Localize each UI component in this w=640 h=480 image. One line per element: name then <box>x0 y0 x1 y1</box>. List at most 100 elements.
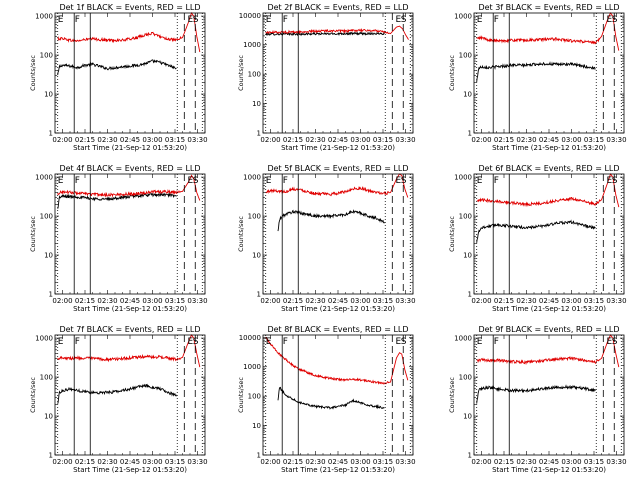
series-lld-line <box>57 174 201 201</box>
y-tick-label: 100 <box>459 213 472 221</box>
event-marker-label: E <box>188 337 194 347</box>
x-tick-label: 03:15 <box>373 297 393 305</box>
y-tick-label: 100 <box>40 374 53 382</box>
panel-title: Det 3f BLACK = Events, RED = LLD <box>478 3 619 12</box>
series-lld-line <box>57 11 201 53</box>
event-marker-label: S <box>193 15 199 25</box>
x-axis-label: Start Time (21-Sep-12 01:53:20) <box>492 466 606 474</box>
x-tick-label: 02:30 <box>516 297 536 305</box>
series-lld-line <box>265 173 409 198</box>
event-marker-label: E <box>477 15 483 25</box>
x-tick-label: 02:30 <box>97 297 117 305</box>
event-marker-label: S <box>401 176 407 186</box>
y-axis-label: Counts/sec <box>448 55 456 91</box>
y-tick-label: 1 <box>468 452 472 460</box>
x-tick-label: 02:00 <box>52 297 72 305</box>
x-tick-label: 02:30 <box>97 458 117 466</box>
series-events-line <box>57 383 177 404</box>
x-tick-label: 03:15 <box>584 297 604 305</box>
y-tick-label: 10 <box>44 413 53 421</box>
plot-frame <box>473 12 625 134</box>
y-tick-label: 10 <box>463 252 472 260</box>
event-marker-label: F <box>283 176 288 186</box>
event-marker-label: S <box>401 15 407 25</box>
plot-frame <box>54 12 206 134</box>
panel-title: Det 6f BLACK = Events, RED = LLD <box>478 164 619 173</box>
event-marker-label: F <box>283 15 288 25</box>
x-tick-label: 02:45 <box>539 297 559 305</box>
x-axis-label: Start Time (21-Sep-12 01:53:20) <box>73 466 187 474</box>
x-tick-label: 02:30 <box>305 297 325 305</box>
series-events-line <box>57 59 177 76</box>
event-marker-label: S <box>401 337 407 347</box>
y-axis-label: Counts/sec <box>237 55 245 91</box>
x-tick-label: 03:00 <box>350 297 370 305</box>
y-axis-label: Counts/sec <box>237 377 245 413</box>
y-tick-label: 10000 <box>239 334 261 342</box>
event-marker-label: E <box>188 15 194 25</box>
x-tick-label: 02:00 <box>260 136 280 144</box>
x-tick-label: 02:15 <box>283 297 303 305</box>
y-tick-label: 100 <box>40 213 53 221</box>
event-marker-label: F <box>494 15 499 25</box>
event-marker-label: E <box>58 337 64 347</box>
panel-title: Det 5f BLACK = Events, RED = LLD <box>267 164 408 173</box>
event-marker-label: E <box>396 176 402 186</box>
x-tick-label: 02:00 <box>471 297 491 305</box>
x-tick-label: 03:15 <box>165 297 185 305</box>
x-axis-label: Start Time (21-Sep-12 01:53:20) <box>281 144 395 152</box>
x-tick-label: 03:15 <box>584 458 604 466</box>
y-tick-label: 100 <box>248 213 261 221</box>
x-tick-label: 02:15 <box>494 458 514 466</box>
y-tick-label: 1 <box>49 130 53 138</box>
panel-title: Det 4f BLACK = Events, RED = LLD <box>59 164 200 173</box>
y-tick-label: 100 <box>459 374 472 382</box>
x-tick-label: 03:15 <box>373 136 393 144</box>
y-tick-label: 1000 <box>35 13 53 21</box>
event-marker-label: E <box>477 337 483 347</box>
series-events-line <box>57 192 177 209</box>
x-tick-label: 02:45 <box>328 136 348 144</box>
x-tick-label: 03:30 <box>395 297 415 305</box>
x-axis-label: Start Time (21-Sep-12 01:53:20) <box>281 466 395 474</box>
event-marker-label: E <box>188 176 194 186</box>
x-tick-label: 02:00 <box>52 458 72 466</box>
y-tick-label: 1000 <box>243 41 261 49</box>
event-marker-label: F <box>75 176 80 186</box>
y-tick-label: 1000 <box>454 335 472 343</box>
x-tick-label: 02:00 <box>260 297 280 305</box>
y-tick-label: 1000 <box>454 174 472 182</box>
event-marker-label: S <box>612 337 618 347</box>
x-tick-label: 03:00 <box>142 136 162 144</box>
x-tick-label: 02:45 <box>120 136 140 144</box>
x-tick-label: 02:15 <box>494 297 514 305</box>
x-axis-label: Start Time (21-Sep-12 01:53:20) <box>492 305 606 313</box>
series-lld-line <box>476 12 620 51</box>
event-marker-label: F <box>75 337 80 347</box>
event-marker-label: F <box>75 15 80 25</box>
event-marker-label: E <box>477 176 483 186</box>
x-tick-label: 03:30 <box>606 458 626 466</box>
y-tick-label: 1 <box>257 452 261 460</box>
y-axis-label: Counts/sec <box>29 55 37 91</box>
x-tick-label: 03:00 <box>561 458 581 466</box>
y-axis-label: Counts/sec <box>237 216 245 252</box>
event-marker-label: E <box>607 337 613 347</box>
series-events-line <box>476 219 596 243</box>
event-marker-label: E <box>266 337 272 347</box>
panel-title: Det 2f BLACK = Events, RED = LLD <box>267 3 408 12</box>
series-events-line <box>277 209 385 232</box>
y-tick-label: 1000 <box>35 335 53 343</box>
plot-frame <box>54 334 206 456</box>
event-marker-label: E <box>607 15 613 25</box>
x-tick-label: 02:30 <box>305 136 325 144</box>
x-tick-label: 02:30 <box>516 136 536 144</box>
x-axis-label: Start Time (21-Sep-12 01:53:20) <box>73 144 187 152</box>
x-axis-label: Start Time (21-Sep-12 01:53:20) <box>281 305 395 313</box>
x-tick-label: 03:15 <box>165 136 185 144</box>
event-marker-label: S <box>193 176 199 186</box>
x-tick-label: 03:00 <box>142 458 162 466</box>
x-tick-label: 03:00 <box>350 458 370 466</box>
